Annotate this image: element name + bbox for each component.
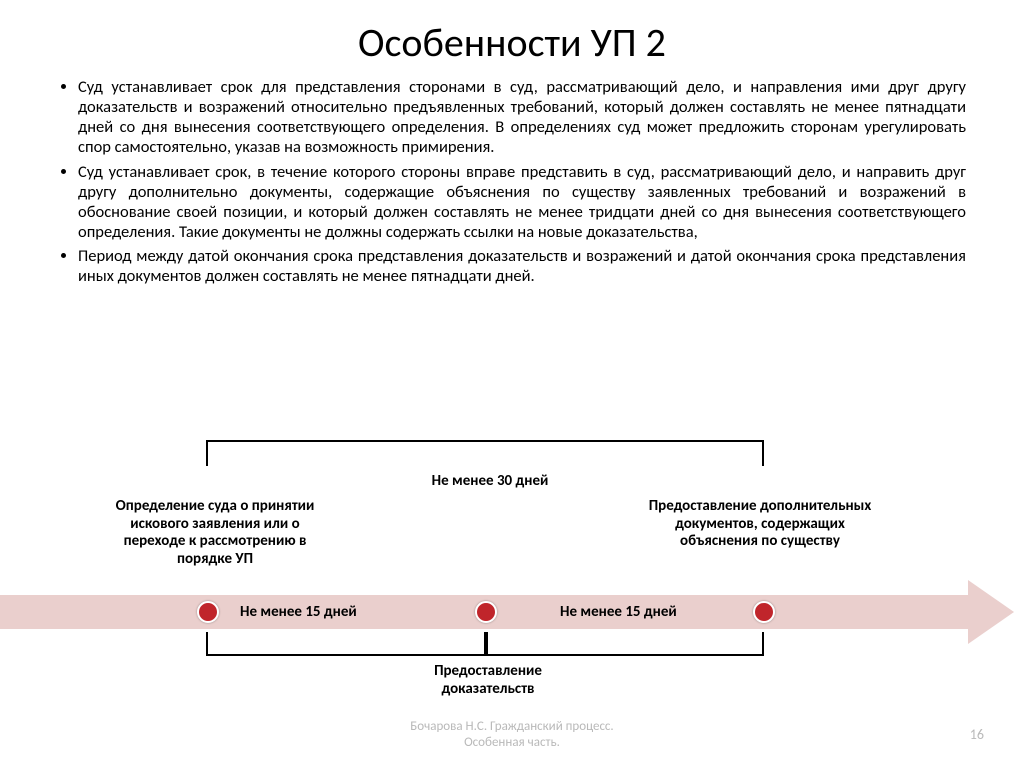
- bullet-list: Суд устанавливает срок для представления…: [0, 77, 1024, 286]
- bottom-bracket-1: [206, 632, 486, 656]
- footer-line-2: Особенная часть.: [464, 735, 560, 750]
- left-column-label: Определение суда о принятии искового зая…: [100, 498, 330, 569]
- timeline-arrow-head: [968, 580, 1014, 644]
- slide-title: Особенности УП 2: [0, 0, 1024, 77]
- footer: Бочарова Н.С. Гражданский процесс. Особе…: [0, 719, 1024, 752]
- right-column-label: Предоставление дополнительных документов…: [640, 498, 880, 551]
- segment-label-2: Не менее 15 дней: [560, 603, 677, 621]
- timeline-dot: [475, 601, 497, 623]
- bullet-item: Период между датой окончания срока предс…: [78, 246, 966, 286]
- page-number: 16: [970, 726, 984, 743]
- timeline-dot: [753, 601, 775, 623]
- segment-label-1: Не менее 15 дней: [240, 603, 357, 621]
- bottom-label: Предоставление доказательств: [388, 662, 588, 698]
- bullet-item: Суд устанавливает срок для представления…: [78, 77, 966, 158]
- bottom-bracket-2: [486, 632, 764, 656]
- top-bracket-label: Не менее 30 дней: [380, 472, 600, 490]
- footer-line-1: Бочарова Н.С. Гражданский процесс.: [410, 719, 613, 734]
- bullet-item: Суд устанавливает срок, в течение которо…: [78, 162, 966, 243]
- timeline-diagram: Не менее 30 дней Определение суда о прин…: [0, 440, 1024, 700]
- timeline-dot: [197, 601, 219, 623]
- top-bracket: [206, 440, 764, 466]
